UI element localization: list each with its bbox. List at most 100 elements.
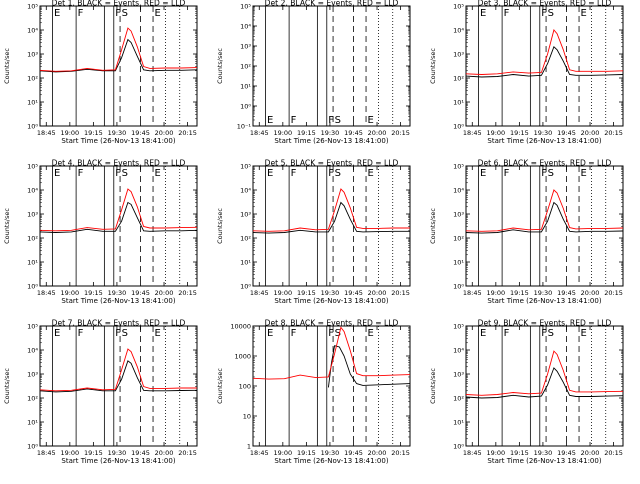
x-tick-label: 19:30 (321, 129, 340, 137)
y-tick-label: 10¹ (27, 259, 38, 267)
marker-label: E (267, 115, 273, 126)
y-tick-label: 10² (240, 235, 251, 243)
series-line-red (252, 326, 411, 380)
marker-label: S (335, 115, 341, 126)
marker-label: F (541, 168, 547, 179)
y-tick-label: 10⁰ (240, 283, 251, 291)
series-line-black (465, 367, 624, 399)
y-tick-label: 10² (240, 63, 251, 71)
y-tick-label: 10¹ (27, 99, 38, 107)
plot-frame (39, 165, 198, 287)
x-tick-label: 20:15 (178, 289, 197, 297)
y-tick-label: 10⁰ (27, 123, 38, 131)
marker-label: S (548, 328, 554, 339)
marker-label: E (368, 168, 374, 179)
x-tick-label: 20:15 (604, 129, 623, 137)
detector-panel-4: Det 4, BLACK = Events, RED = LLD 10⁰ 10¹ 10… (3, 159, 198, 305)
marker-label: S (548, 168, 554, 179)
marker-label: E (581, 328, 587, 339)
x-axis-label: Start Time (26-Nov-13 18:41:00) (487, 137, 601, 145)
x-tick-label: 20:15 (604, 449, 623, 457)
y-tick-label: 10¹ (453, 99, 464, 107)
x-tick-label: 20:15 (604, 289, 623, 297)
x-tick-label: 18:45 (250, 129, 269, 137)
y-tick-label: 1000 (234, 353, 251, 361)
x-tick-label: 19:15 (84, 449, 103, 457)
x-axis-label: Start Time (26-Nov-13 18:41:00) (274, 137, 388, 145)
x-tick-label: 20:15 (178, 449, 197, 457)
marker-label: E (155, 168, 161, 179)
marker-label: F (291, 328, 297, 339)
x-tick-label: 19:00 (273, 129, 292, 137)
x-tick-label: 19:00 (486, 449, 505, 457)
marker-label: F (78, 8, 84, 19)
x-tick-label: 19:30 (108, 449, 127, 457)
x-tick-label: 20:00 (368, 289, 387, 297)
x-axis-label: Start Time (26-Nov-13 18:41:00) (61, 457, 175, 465)
y-tick-label: 10⁴ (453, 347, 464, 355)
x-tick-label: 19:15 (297, 289, 316, 297)
panel-title: Det 3, BLACK = Events, RED = LLD (478, 0, 612, 8)
x-tick-label: 20:00 (155, 449, 174, 457)
detector-panel-7: Det 7, BLACK = Events, RED = LLD 10⁰ 10¹ 10… (3, 319, 198, 465)
x-tick-label: 20:00 (155, 289, 174, 297)
x-tick-label: 18:45 (250, 289, 269, 297)
panel-title: Det 6, BLACK = Events, RED = LLD (478, 159, 612, 168)
y-tick-label: 10⁻¹ (237, 123, 252, 131)
y-tick-label: 10⁰ (240, 103, 251, 111)
marker-label: E (368, 115, 374, 126)
marker-label: E (155, 328, 161, 339)
y-axis-label: Counts/sec (3, 208, 11, 244)
marker-label: F (504, 168, 510, 179)
y-tick-label: 10² (27, 75, 38, 83)
x-tick-label: 19:00 (60, 129, 79, 137)
x-tick-label: 20:00 (155, 129, 174, 137)
detector-panel-2: Det 2, BLACK = Events, RED = LLD 10⁻¹ 10⁰ 1… (216, 0, 411, 145)
series-line-black (252, 201, 410, 234)
marker-label: E (54, 168, 60, 179)
x-axis-label: Start Time (26-Nov-13 18:41:00) (274, 297, 388, 305)
y-axis-label: Counts/sec (3, 368, 11, 404)
x-tick-label: 19:15 (510, 449, 529, 457)
x-tick-label: 20:15 (391, 289, 410, 297)
y-tick-label: 10⁴ (453, 27, 464, 35)
y-axis-label: Counts/sec (429, 208, 437, 244)
plot-frame (465, 325, 624, 447)
x-tick-label: 20:15 (391, 129, 410, 137)
x-axis-label: Start Time (26-Nov-13 18:41:00) (61, 297, 175, 305)
x-tick-label: 19:15 (84, 129, 103, 137)
x-tick-label: 19:45 (131, 449, 150, 457)
series-line-red (39, 348, 197, 392)
y-axis-label: Counts/sec (216, 208, 224, 244)
marker-label: S (122, 8, 128, 19)
x-tick-label: 19:15 (510, 129, 529, 137)
y-tick-label: 10⁵ (240, 3, 251, 11)
detector-panel-8: Det 8, BLACK = Events, RED = LLD 1 10 100 10… (216, 319, 411, 465)
detector-panel-1: Det 1, BLACK = Events, RED = LLD 10⁰ 10¹ 10… (3, 0, 198, 145)
detector-panel-9: Det 9, BLACK = Events, RED = LLD 10⁰ 10¹ 10… (429, 319, 624, 465)
y-tick-label: 10⁴ (27, 347, 38, 355)
y-tick-label: 10⁰ (453, 283, 464, 291)
y-tick-label: 10⁵ (453, 323, 464, 331)
x-tick-label: 20:15 (391, 449, 410, 457)
y-axis-label: Counts/sec (3, 48, 11, 84)
x-tick-label: 19:00 (273, 289, 292, 297)
y-tick-label: 10⁵ (453, 163, 464, 171)
marker-label: F (328, 168, 334, 179)
x-tick-label: 18:45 (250, 449, 269, 457)
y-tick-label: 10¹ (240, 259, 251, 267)
y-tick-label: 10¹ (453, 259, 464, 267)
y-tick-label: 10⁵ (453, 3, 464, 11)
plot-frame (39, 325, 198, 447)
y-axis-label: Counts/sec (216, 368, 224, 404)
marker-label: F (541, 328, 547, 339)
x-tick-label: 19:45 (557, 129, 576, 137)
panel-title: Det 7, BLACK = Events, RED = LLD (52, 319, 186, 328)
marker-label: S (335, 168, 341, 179)
marker-label: E (480, 168, 486, 179)
x-axis-label: Start Time (26-Nov-13 18:41:00) (487, 297, 601, 305)
marker-label: E (267, 168, 273, 179)
marker-label: E (54, 8, 60, 19)
